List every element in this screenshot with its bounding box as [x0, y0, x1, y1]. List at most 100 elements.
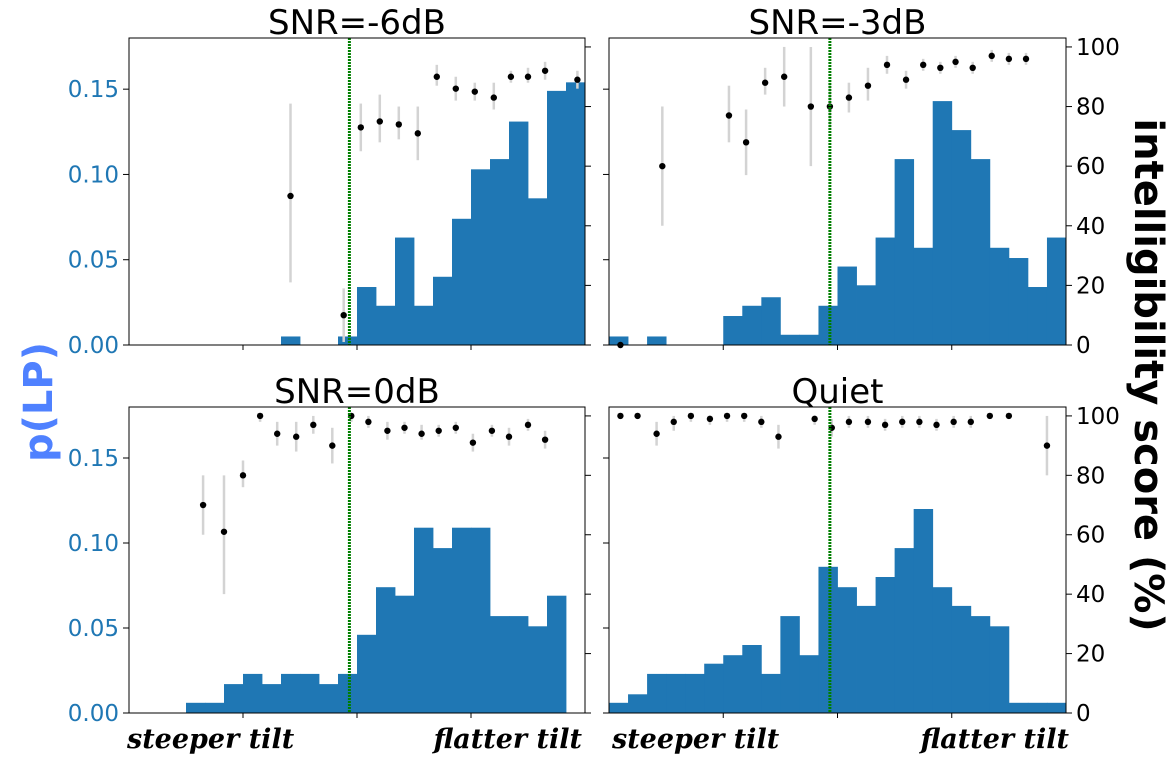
score-point — [414, 130, 421, 137]
score-point — [902, 76, 910, 83]
hist-bar — [547, 595, 567, 713]
hist-bar — [414, 527, 434, 713]
hist-bar — [376, 587, 396, 713]
hist-bar — [243, 673, 263, 713]
hist-bar — [452, 218, 472, 345]
score-point — [329, 442, 336, 449]
score-point — [659, 162, 666, 170]
score-point — [740, 412, 748, 420]
hist-bar — [433, 276, 453, 345]
x-note-steeper-right: steeper tilt — [611, 724, 780, 755]
right-tick-label: 100 — [1076, 404, 1120, 430]
score-point — [845, 94, 853, 101]
score-point — [761, 79, 769, 86]
hist-bar — [1027, 702, 1048, 713]
hist-bar — [818, 566, 838, 713]
hist-bar — [799, 655, 819, 713]
score-point — [1005, 412, 1013, 420]
score-point — [881, 421, 889, 429]
hist-bar — [566, 82, 586, 345]
score-point — [952, 58, 959, 66]
score-point — [775, 433, 782, 440]
score-point — [220, 528, 228, 535]
score-point — [376, 118, 383, 125]
panel-1: 0.00 0.05 0.10 0.15 SNR=-6dB — [68, 3, 591, 359]
score-point — [384, 427, 391, 434]
left-tick-label: 0.00 — [68, 701, 119, 727]
score-point — [469, 439, 477, 446]
score-point — [937, 64, 944, 72]
score-point — [723, 412, 731, 420]
left-tick-label: 0.10 — [68, 531, 119, 557]
score-point — [969, 64, 976, 72]
score-point — [864, 418, 872, 426]
score-point — [826, 103, 834, 110]
panel-3: 0.00 0.05 0.10 0.15 SNR=0dB — [68, 372, 591, 727]
right-tick-label: 20 — [1076, 273, 1105, 299]
score-point — [433, 73, 440, 80]
right-tick-label: 80 — [1076, 463, 1105, 489]
hist-bar — [856, 605, 876, 713]
panel-title: SNR=-6dB — [268, 3, 446, 43]
score-point — [488, 427, 496, 434]
score-point — [780, 73, 788, 80]
score-point — [574, 76, 581, 83]
score-point — [452, 424, 459, 431]
hist-bar — [1008, 702, 1029, 713]
x-note-steeper-left: steeper tilt — [126, 724, 295, 755]
x-note-flatter-left: flatter tilt — [432, 724, 583, 755]
score-point — [541, 436, 549, 443]
hist-bar — [395, 595, 415, 713]
right-tick-label: 60 — [1076, 154, 1105, 180]
hist-bar — [894, 548, 915, 713]
hist-bar — [528, 626, 548, 713]
hist-bar — [685, 673, 705, 713]
score-point — [395, 121, 402, 128]
hist-bar — [647, 673, 667, 713]
hist-bar — [509, 121, 529, 345]
hist-bar — [704, 663, 724, 713]
score-point — [933, 421, 940, 429]
hist-bar — [205, 702, 225, 713]
hist-bar — [780, 334, 800, 345]
score-point — [452, 85, 459, 92]
hist-bar — [1046, 702, 1067, 713]
left-tick-label: 0.00 — [68, 333, 119, 359]
hist-bar — [357, 634, 377, 713]
score-point — [845, 418, 853, 426]
score-point — [864, 82, 872, 89]
hist-bar — [666, 673, 686, 713]
hist-bar — [471, 169, 491, 345]
hist-bar — [818, 305, 838, 345]
panel-title: SNR=-3dB — [749, 3, 927, 43]
score-point — [919, 61, 927, 69]
score-point — [742, 139, 750, 146]
x-note-flatter-right: flatter tilt — [919, 724, 1070, 755]
score-point — [340, 311, 347, 319]
score-point — [1043, 442, 1051, 449]
right-tick-label: 60 — [1076, 523, 1105, 549]
score-point — [986, 412, 994, 420]
score-point — [725, 112, 733, 119]
hist-bar — [970, 159, 991, 345]
score-point — [239, 472, 247, 479]
hist-bar — [1046, 237, 1067, 345]
score-point — [988, 52, 995, 60]
score-point — [418, 430, 425, 437]
score-point — [687, 412, 695, 420]
score-point — [899, 418, 906, 426]
hist-bar — [761, 673, 781, 713]
hist-bar — [433, 548, 453, 713]
panel-title: SNR=0dB — [274, 372, 440, 412]
panel-title: Quiet — [791, 372, 883, 412]
hist-bar — [528, 198, 548, 345]
hist-bar — [932, 101, 953, 345]
score-point — [883, 61, 891, 69]
hist-bar — [837, 266, 857, 345]
right-tick-label: 0 — [1076, 701, 1091, 727]
hist-bar — [224, 684, 244, 713]
score-point — [435, 427, 442, 434]
hist-bar — [262, 684, 282, 713]
hist-bar — [609, 336, 629, 345]
